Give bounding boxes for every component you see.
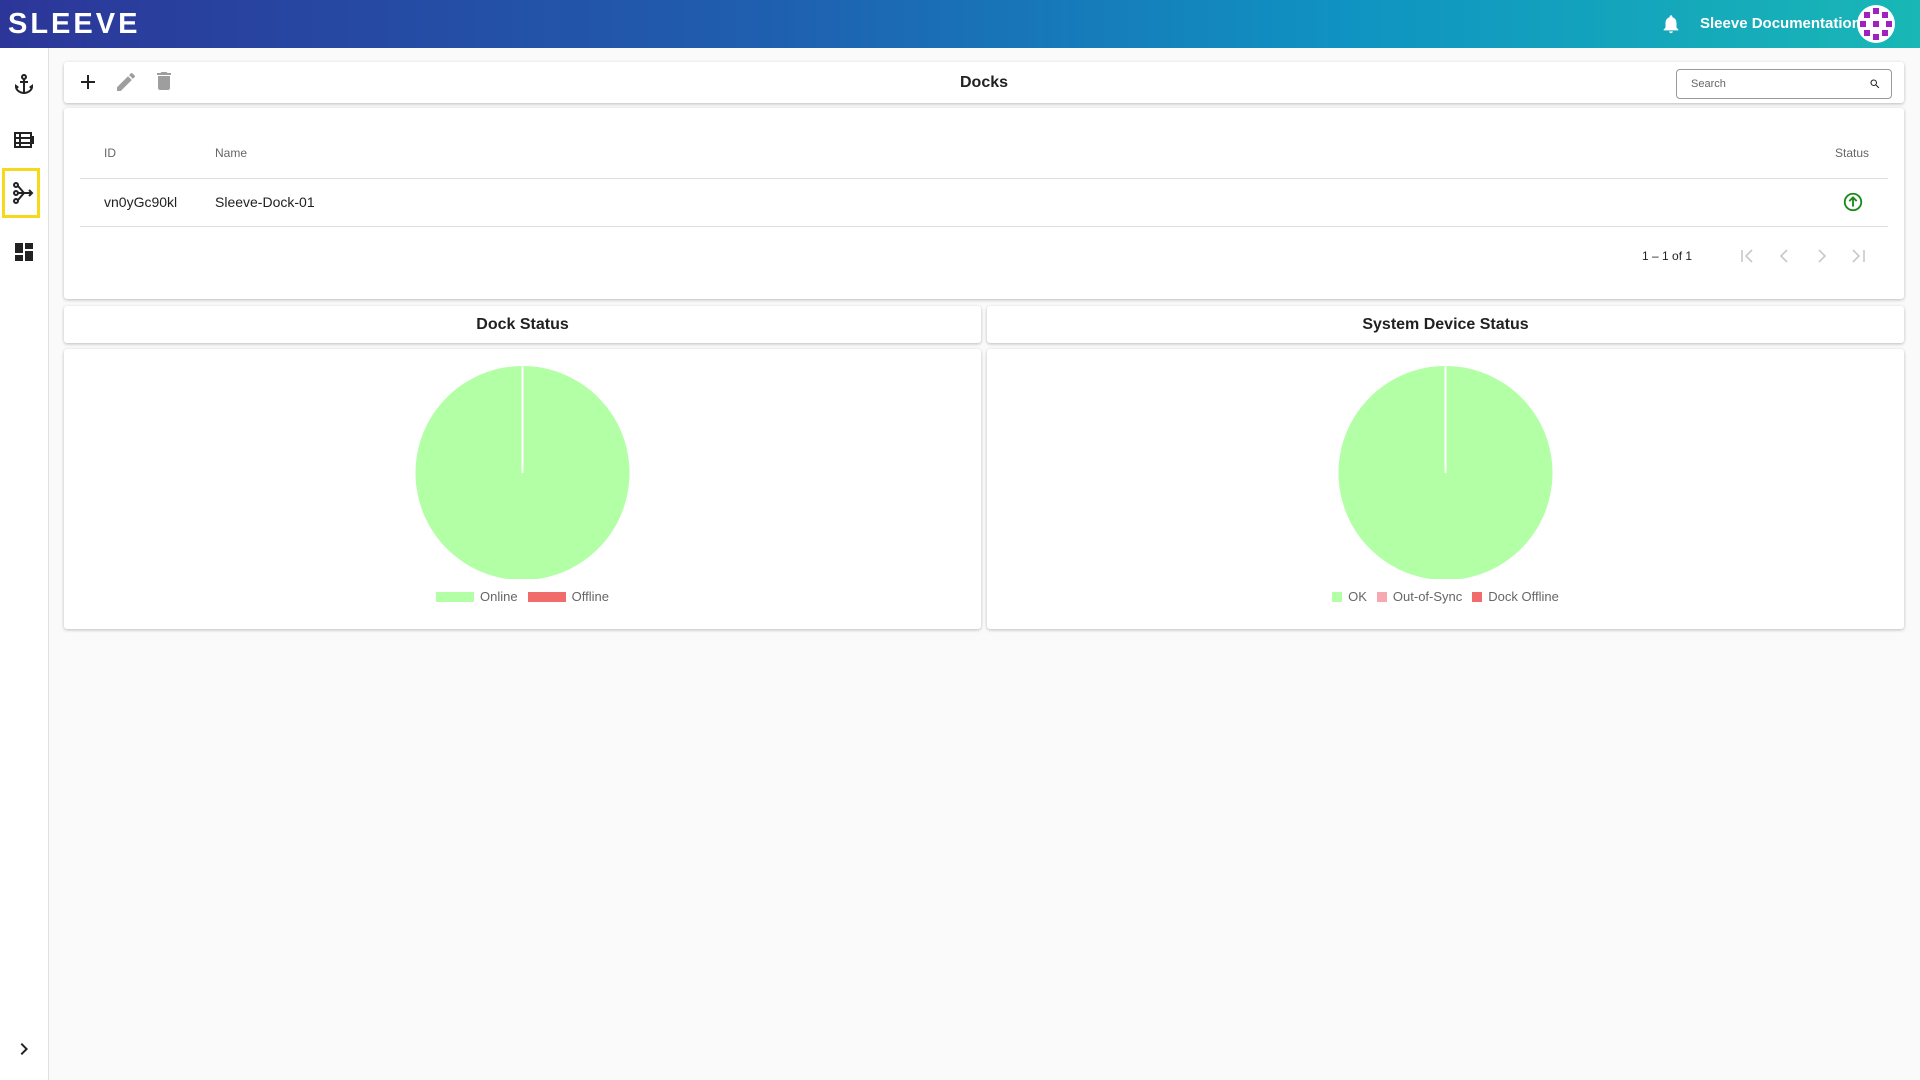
- documentation-link[interactable]: Sleeve Documentation: [1700, 15, 1861, 32]
- search-icon[interactable]: [1869, 78, 1881, 90]
- top-bar: SLEEVE Sleeve Documentation: [0, 0, 1920, 48]
- title-text: Docks: [959, 73, 1009, 91]
- column-header: Name: [215, 146, 248, 160]
- legend-label: Offline: [571, 589, 609, 604]
- status-online-icon: [1843, 192, 1863, 212]
- pie-chart: [415, 366, 630, 579]
- legend-swatch: [1376, 591, 1387, 602]
- legend-swatch: [1472, 591, 1483, 602]
- pagination-buttons: [1741, 249, 1865, 263]
- chart-title: System Device Status: [1362, 315, 1529, 333]
- column-header: ID: [104, 146, 116, 160]
- notifications-icon[interactable]: [1660, 13, 1682, 35]
- legend-swatch: [436, 591, 475, 602]
- docks-icon[interactable]: [12, 181, 36, 205]
- legend-item: Offline: [527, 589, 609, 604]
- avatar[interactable]: [1856, 4, 1896, 44]
- expand-icon[interactable]: [12, 1037, 36, 1061]
- legend-swatch: [527, 591, 566, 602]
- legend-item: OK: [1332, 589, 1367, 604]
- legend-item: Online: [436, 589, 518, 604]
- list-icon[interactable]: [12, 128, 36, 152]
- chart-card: Online Offline: [64, 349, 981, 629]
- legend-label: OK: [1348, 589, 1367, 604]
- legend-item: Dock Offline: [1472, 589, 1559, 604]
- chart-title: Dock Status: [476, 315, 569, 333]
- chart-title-card: System Device Status: [987, 306, 1904, 343]
- search-field[interactable]: Search: [1676, 69, 1892, 99]
- dashboard-icon[interactable]: [12, 240, 36, 264]
- edit-button[interactable]: [114, 70, 138, 94]
- pie-chart: [1338, 366, 1553, 579]
- anchor-icon[interactable]: [12, 72, 36, 96]
- divider: [80, 226, 1888, 227]
- cell[interactable]: vn0yGc90kl: [104, 194, 178, 210]
- legend-label: Online: [480, 589, 518, 604]
- chart-card: OK Out-of-Sync Dock Offline: [987, 349, 1904, 629]
- column-header: Status: [1835, 146, 1870, 160]
- legend-label: Out-of-Sync: [1392, 589, 1463, 604]
- add-button[interactable]: [76, 70, 100, 94]
- search-placeholder: Search: [1691, 78, 1726, 90]
- toolbar-title: Docks: [64, 62, 1904, 103]
- pagination-range: 1 – 1 of 1: [1642, 249, 1693, 263]
- table-card: ID Name Status vn0yGc90kl Sleeve-Dock-01…: [64, 108, 1904, 299]
- legend-swatch: [1332, 591, 1343, 602]
- chart-title-card: Dock Status: [64, 306, 981, 343]
- legend-label: Dock Offline: [1488, 589, 1559, 604]
- legend: Online Offline: [64, 589, 981, 604]
- delete-button[interactable]: [152, 69, 176, 93]
- legend-item: Out-of-Sync: [1376, 589, 1463, 604]
- legend: OK Out-of-Sync Dock Offline: [987, 589, 1904, 604]
- toolbar: Docks Search: [64, 62, 1904, 103]
- highlight-box: [2, 168, 40, 218]
- logo[interactable]: SLEEVE: [8, 8, 141, 40]
- divider: [80, 178, 1888, 179]
- sidebar: [0, 48, 49, 1080]
- cell[interactable]: Sleeve-Dock-01: [215, 194, 315, 210]
